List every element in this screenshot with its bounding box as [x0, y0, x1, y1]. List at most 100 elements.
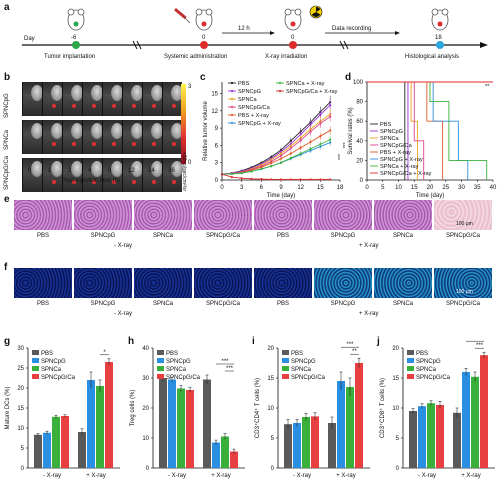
legend-swatch [282, 374, 289, 379]
y-axis-title: Mature DCs (%) [5, 386, 11, 429]
tissue-label: SPNCpG/Ca [205, 301, 240, 307]
x-tick-label: 10 [395, 185, 402, 191]
mouse-image [42, 158, 63, 192]
category-label: - X-ray [168, 473, 186, 479]
legend-label: PBS [291, 351, 303, 357]
significance-mark: *** [343, 142, 349, 148]
time-tick-label: 2 [68, 168, 72, 174]
y-tick-label: 9 [215, 126, 219, 132]
y-tick-label: 60 [356, 119, 363, 125]
significance-mark: *** [476, 343, 484, 349]
axis-break-icon [132, 40, 138, 50]
legend-label: PBS [166, 351, 178, 357]
significance-mark: *** [221, 359, 229, 365]
y-tick-label: 20 [356, 158, 363, 164]
legend-label: SPNCa + X-ray [286, 81, 325, 87]
bar [302, 417, 310, 468]
x-tick-label: 0 [220, 185, 224, 191]
x-axis-title: Time (day) [416, 193, 444, 199]
bar [427, 403, 435, 468]
legend-label: PBS + X-ray [238, 113, 269, 119]
legend-label: SPNCpG/Ca [41, 375, 76, 381]
signal-spot [172, 104, 176, 108]
legend-swatch [32, 374, 39, 379]
tissue-image [254, 200, 312, 230]
signal-spot [132, 180, 136, 184]
tissue-image [374, 268, 432, 298]
event-dot-analysis [436, 41, 444, 49]
data-point [240, 171, 243, 175]
signal-spot [152, 142, 156, 146]
bar [311, 416, 319, 468]
mature-dc-chart: 0 5 10 15 20 25 30 Mature DCs (%) - X-ray + X-ray… [5, 346, 120, 479]
y-tick-label: 10 [267, 406, 274, 412]
group-label: - X-ray [114, 311, 132, 317]
scale-bar: 100 μm [456, 221, 473, 227]
tissue-label: PBS [36, 233, 49, 239]
legend-swatch [32, 366, 39, 371]
bar [284, 424, 292, 468]
axis-break-icon [136, 40, 142, 50]
colorbar [181, 84, 186, 164]
legend-label: SPNCpG [238, 89, 261, 95]
y-tick-label: 15 [211, 92, 218, 98]
recording-arrow-icon [395, 31, 400, 35]
fluorescence-panel: PBS SPNCpG SPNCa SPNCpG/Ca PBS SPNCpG SPNCa SPN… [14, 268, 494, 328]
cd8-chart: 0 5 10 15 20 CD3⁺CD8⁺ T cells (%) - X-ray + X-r… [379, 338, 495, 479]
bar [230, 451, 238, 468]
bar [203, 379, 211, 468]
tissue-label: SPNCpG [90, 301, 116, 307]
legend-label: SPNCa + X-ray [380, 164, 419, 170]
y-tick-label: 20 [17, 386, 24, 392]
timeline-arrow-icon [480, 42, 488, 48]
y-tick-label: 10 [392, 406, 399, 412]
bar [159, 378, 167, 468]
category-label: - X-ray [43, 473, 61, 479]
legend-label: SPNCa [238, 97, 258, 103]
signal-spot [92, 180, 96, 184]
panel-label-b: b [4, 72, 11, 83]
event-dot-irradiation [289, 41, 297, 49]
y-tick-label: 100 [353, 80, 364, 86]
category-label: + X-ray [336, 473, 356, 479]
tissue-label: SPNCpG/Ca [445, 301, 480, 307]
tissue-image [134, 268, 192, 298]
legend-label: PBS [41, 351, 53, 357]
interval-arrow-icon [270, 31, 275, 35]
legend-swatch [407, 350, 414, 355]
significance-mark: * [103, 350, 106, 356]
mouse-image [162, 120, 183, 154]
tissue-label: PBS [276, 301, 289, 307]
cd4-chart: 0 5 10 15 20 CD3⁺CD4⁺ T cells (%) - X-ray + X-r… [254, 342, 370, 479]
legend-label: SPNCpG/Ca [166, 375, 201, 381]
tissue-image [254, 268, 312, 298]
y-axis-title: Survival rates (%) [348, 107, 354, 154]
legend-label: SPNCa [380, 136, 400, 142]
bar [328, 423, 336, 468]
legend-swatch [157, 350, 164, 355]
signal-spot [112, 104, 116, 108]
signal-spot [72, 180, 76, 184]
y-tick-label: 5 [396, 436, 400, 442]
mouse-image [82, 158, 103, 192]
legend-label: SPNCa [41, 367, 62, 373]
signal-spot [92, 104, 96, 108]
tissue-image [14, 268, 72, 298]
bar [177, 388, 185, 468]
bar [346, 387, 354, 468]
y-tick-label: 0 [21, 466, 25, 472]
tissue-image [14, 200, 72, 230]
x-tick-label: 0 [365, 185, 369, 191]
significance-mark: *** [346, 342, 354, 348]
signal-spot [92, 142, 96, 146]
signal-spot [112, 180, 116, 184]
signal-spot [132, 104, 136, 108]
legend-label: SPNCpG [41, 359, 66, 365]
legend-swatch [282, 358, 289, 363]
y-tick-label: 0 [360, 178, 364, 184]
bar [436, 405, 444, 468]
y-tick-label: 15 [17, 406, 24, 412]
legend-label: SPNCa [166, 367, 187, 373]
category-label: - X-ray [293, 473, 311, 479]
significance-mark: ** [485, 84, 490, 90]
